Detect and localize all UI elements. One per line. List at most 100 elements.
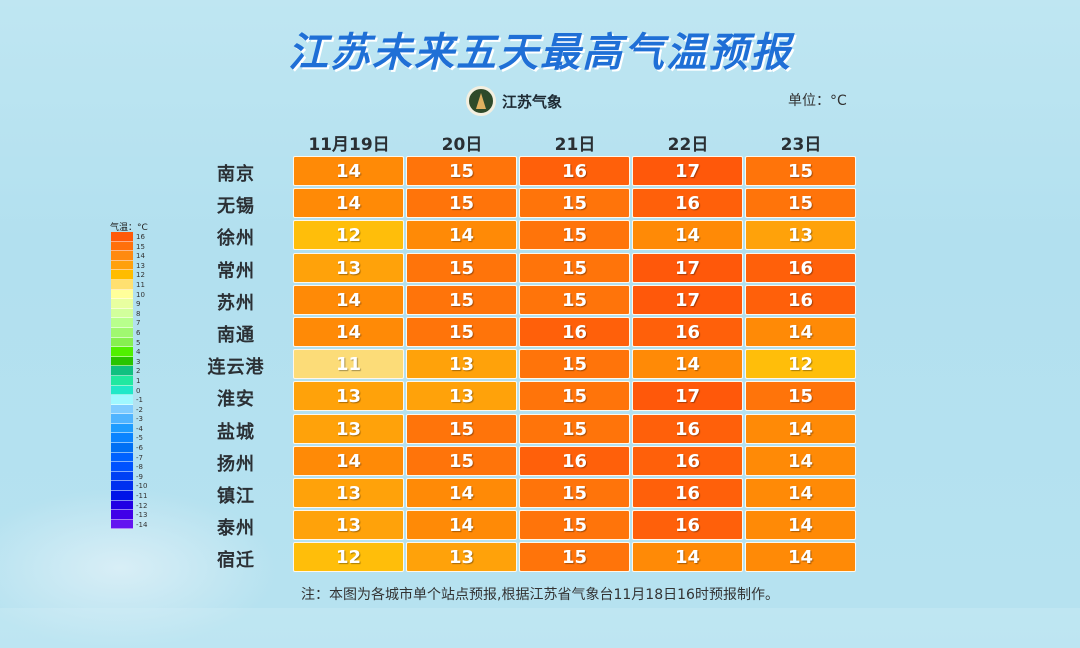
- temperature-cell: 16: [745, 252, 856, 283]
- temperature-cell: 15: [519, 381, 630, 412]
- temperature-cell: 12: [293, 542, 404, 573]
- temperature-cell: 15: [406, 156, 517, 186]
- temperature-cell: 14: [632, 349, 743, 380]
- temperature-cell: 16: [632, 188, 743, 219]
- temperature-cell: 14: [406, 510, 517, 541]
- legend-swatch: 7: [111, 318, 140, 328]
- temperature-cell: 15: [519, 349, 630, 380]
- legend-title: 气温：°C: [110, 223, 148, 233]
- temperature-cell: 17: [632, 156, 743, 186]
- temperature-cell: 15: [745, 188, 856, 219]
- temperature-cell: 14: [745, 542, 856, 573]
- legend-label: 8: [136, 309, 141, 318]
- legend-swatch: 12: [111, 270, 145, 280]
- legend-label: -3: [136, 415, 143, 424]
- city-label: 泰州: [217, 518, 255, 540]
- temperature-cell: 17: [632, 252, 743, 283]
- legend-swatch: 15: [111, 241, 145, 252]
- legend-swatch: 5: [111, 337, 140, 348]
- legend-label: 7: [136, 319, 141, 328]
- legend-label: 9: [136, 300, 141, 309]
- legend-swatch: -4: [111, 423, 143, 434]
- city-label: 淮安: [217, 389, 255, 411]
- temperature-cell: 15: [519, 188, 630, 219]
- temperature-cell: 13: [406, 381, 517, 412]
- temperature-cell: 16: [632, 445, 743, 476]
- temperature-cell: 14: [745, 413, 856, 444]
- legend-label: 10: [136, 290, 145, 299]
- unit-label: 单位：°C: [788, 93, 847, 109]
- temperature-cell: 14: [406, 478, 517, 508]
- temperature-cell: 14: [293, 156, 404, 186]
- legend-swatch: 8: [111, 308, 140, 319]
- legend-label: 4: [136, 348, 141, 357]
- legend-label: 15: [136, 242, 145, 251]
- legend-label: 14: [136, 252, 145, 261]
- temperature-cell: 17: [632, 284, 743, 315]
- legend-label: -10: [136, 482, 148, 491]
- legend-label: -12: [136, 501, 148, 510]
- legend-swatch: 14: [111, 251, 145, 261]
- legend-swatch: -6: [111, 443, 143, 453]
- temperature-cell: 15: [519, 542, 630, 573]
- temperature-cell: 15: [519, 478, 630, 508]
- logo: 江苏气象: [466, 86, 562, 116]
- city-label: 南京: [217, 164, 255, 185]
- temperature-cell: 14: [745, 510, 856, 541]
- temperature-cell: 12: [745, 349, 856, 380]
- temperature-cell: 15: [519, 220, 630, 251]
- legend-label: 5: [136, 338, 141, 347]
- column-header-date: 11月19日: [308, 135, 390, 155]
- temperature-cell: 15: [406, 445, 517, 476]
- footer-note: 注：本图为各城市单个站点预报,根据江苏省气象台11月18日16时预报制作。: [301, 587, 779, 603]
- temperature-cell: 15: [406, 188, 517, 219]
- legend-label: -9: [136, 472, 143, 481]
- legend-swatch: 10: [111, 289, 145, 300]
- legend-swatch: -14: [111, 519, 147, 530]
- temperature-cell: 15: [519, 510, 630, 541]
- legend-label: -5: [136, 434, 143, 443]
- temperature-cell: 15: [406, 252, 517, 283]
- legend-swatch: 2: [111, 366, 140, 376]
- legend-swatch: 4: [111, 347, 140, 357]
- city-label: 宿迁: [217, 550, 255, 572]
- column-header-date: 23日: [780, 135, 822, 155]
- city-label: 连云港: [207, 357, 265, 379]
- legend-swatch: 11: [111, 279, 145, 290]
- logo-text: 江苏气象: [502, 92, 563, 111]
- legend-swatch: 9: [111, 299, 140, 309]
- legend-swatch: 1: [111, 375, 140, 386]
- temperature-cell: 12: [293, 220, 404, 251]
- color-legend: 16 15 14 13 12 11 10 9 8 7 6 5 4 3 2 1 0 -1 -2 -3 -4 -5 -6 -7 -8…: [111, 232, 147, 530]
- temperature-cell: 16: [745, 284, 856, 315]
- legend-swatch: -3: [111, 414, 143, 424]
- column-header-date: 21日: [554, 135, 596, 155]
- legend-label: -4: [136, 424, 143, 433]
- temperature-cell: 13: [406, 542, 517, 573]
- column-header-date: 20日: [441, 135, 483, 155]
- temperature-cell: 14: [293, 188, 404, 219]
- legend-label: -2: [136, 405, 143, 414]
- jiangsu-meteorology-logo-icon: [466, 86, 496, 116]
- city-label: 南通: [217, 325, 255, 346]
- legend-label: -11: [136, 492, 148, 501]
- temperature-cell: 16: [632, 413, 743, 444]
- temperature-cell: 15: [745, 381, 856, 412]
- column-header-date: 22日: [667, 135, 709, 155]
- legend-swatch: 6: [111, 327, 140, 338]
- city-label: 镇江: [217, 486, 255, 507]
- temperature-cell: 16: [519, 445, 630, 476]
- temperature-cell: 15: [406, 413, 517, 444]
- temperature-cell: 16: [632, 317, 743, 347]
- legend-swatch: -8: [111, 462, 143, 472]
- temperature-cell: 14: [632, 220, 743, 251]
- temperature-cell: 16: [632, 478, 743, 508]
- temperature-cell: 16: [632, 510, 743, 541]
- legend-label: 6: [136, 328, 141, 337]
- page-title: 江苏未来五天最高气温预报: [288, 30, 792, 76]
- temperature-cell: 17: [632, 381, 743, 412]
- temperature-cell: 13: [293, 252, 404, 283]
- city-label: 常州: [217, 260, 255, 282]
- legend-swatch: 16: [111, 232, 145, 242]
- legend-swatch: 0: [111, 385, 140, 396]
